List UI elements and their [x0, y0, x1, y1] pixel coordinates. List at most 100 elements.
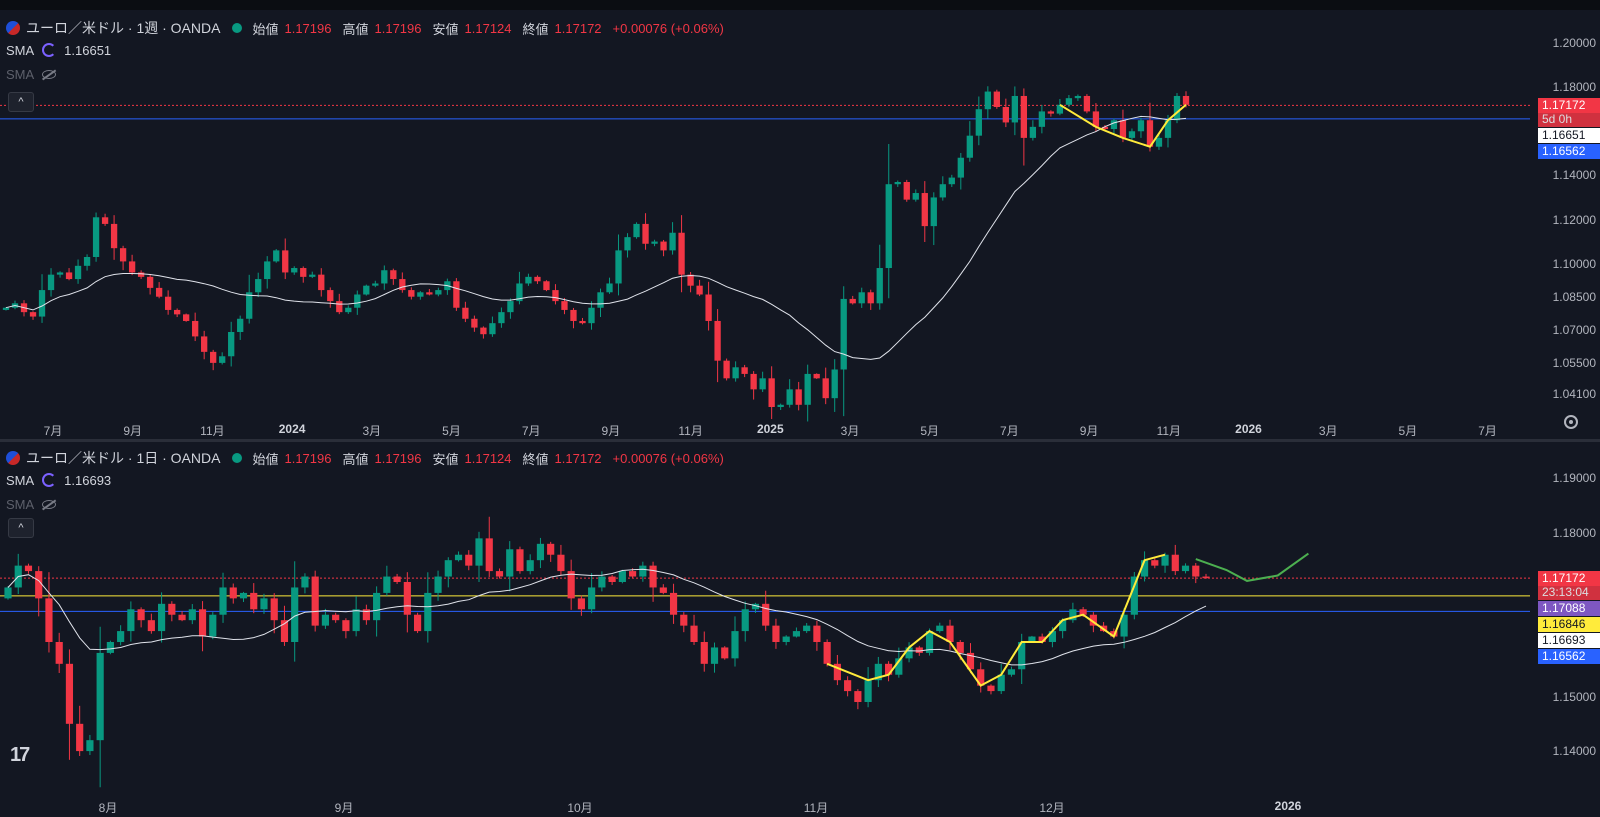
- weekly-change-value: +0.00076 (+0.06%): [612, 20, 724, 36]
- candle: [413, 612, 422, 634]
- daily-sma-indicator[interactable]: SMA 1.16693: [6, 468, 729, 492]
- candle: [1029, 120, 1037, 141]
- gear-icon[interactable]: [1564, 415, 1578, 429]
- candle: [321, 608, 330, 629]
- price-axis-label: 1.14000: [1552, 744, 1596, 759]
- candle: [137, 270, 145, 279]
- candle: [495, 568, 504, 579]
- market-status-dot-icon: [232, 453, 243, 463]
- candle: [300, 266, 307, 283]
- eye-hidden-icon[interactable]: [42, 69, 57, 79]
- candle: [158, 592, 166, 643]
- sma-value: 1.16651: [64, 42, 112, 58]
- candle: [390, 268, 397, 285]
- candle: [219, 572, 227, 623]
- daily-legend: ユーロ／米ドル · 1日 · OANDA 始値 1.17196 高値 1.17196…: [6, 448, 729, 516]
- candle: [690, 614, 698, 645]
- time-axis-label: 9月: [1079, 424, 1099, 438]
- candle: [579, 317, 586, 325]
- price-axis-label: 1.04100: [1552, 386, 1596, 401]
- candle: [273, 249, 280, 263]
- candle: [957, 152, 964, 190]
- candle: [192, 312, 199, 342]
- weekly-chart-canvas[interactable]: [0, 12, 1600, 439]
- candle: [615, 234, 622, 296]
- zigzag-drawing[interactable]: [826, 553, 1166, 687]
- time-axis-label: 5月: [442, 424, 461, 438]
- daily-low-label: 安値: [432, 451, 459, 467]
- candle: [831, 359, 838, 412]
- price-axis-label: 1.20000: [1552, 36, 1596, 51]
- sma-value: 1.16693: [64, 472, 112, 488]
- eye-hidden-icon[interactable]: [42, 499, 57, 509]
- zigzag-drawing[interactable]: [1059, 103, 1187, 148]
- candle: [885, 143, 892, 299]
- collapse-legend-button[interactable]: ^: [8, 92, 34, 112]
- sma-line[interactable]: [7, 568, 1207, 666]
- top-toolbar-strip: [0, 0, 1600, 10]
- candle: [894, 180, 901, 187]
- cycle-icon[interactable]: [42, 43, 57, 57]
- weekly-open-value: 1.17196: [284, 20, 332, 36]
- candle: [264, 256, 271, 289]
- forecast-path-drawing[interactable]: [1195, 552, 1309, 582]
- candle: [246, 274, 253, 324]
- weekly-chart-panel[interactable]: ユーロ／米ドル · 1週 · OANDA 始値 1.17196 高値 1.17196…: [0, 12, 1600, 439]
- daily-symbol-title[interactable]: ユーロ／米ドル · 1日 · OANDA: [26, 450, 221, 466]
- candle: [669, 583, 678, 624]
- cycle-icon[interactable]: [42, 473, 57, 487]
- candle: [239, 591, 248, 602]
- price-axis-label: 1.14000: [1552, 168, 1596, 183]
- sma-line[interactable]: [5, 115, 1187, 360]
- candle: [480, 326, 487, 339]
- candle: [76, 705, 84, 756]
- candle: [498, 307, 505, 328]
- candle: [198, 601, 207, 652]
- candle: [86, 734, 94, 756]
- weekly-low-label: 安値: [432, 21, 459, 37]
- candle: [403, 572, 411, 633]
- candle: [606, 277, 613, 294]
- candle: [291, 561, 299, 662]
- candle: [966, 643, 975, 674]
- candle: [543, 280, 550, 292]
- candle: [4, 586, 12, 600]
- collapse-legend-button[interactable]: ^: [8, 518, 34, 538]
- candle: [164, 290, 172, 315]
- candle: [700, 631, 708, 672]
- candle: [101, 213, 109, 226]
- candle: [536, 537, 545, 569]
- candle: [471, 315, 478, 332]
- candle: [110, 215, 118, 260]
- daily-sma-hidden-indicator[interactable]: SMA: [6, 492, 729, 516]
- weekly-close-label: 終値: [522, 21, 549, 37]
- candle: [1137, 117, 1145, 138]
- daily-chart-panel[interactable]: ユーロ／米ドル · 1日 · OANDA 始値 1.17196 高値 1.17196…: [0, 442, 1600, 817]
- candle: [219, 352, 226, 365]
- daily-chart-canvas[interactable]: [0, 442, 1600, 817]
- candle: [373, 586, 381, 637]
- time-axis-label: 5月: [1398, 424, 1418, 438]
- tradingview-logo[interactable]: 17: [10, 744, 30, 766]
- candle: [47, 268, 55, 297]
- time-axis-label: 7月: [43, 424, 63, 438]
- candle: [876, 244, 883, 310]
- candle: [489, 316, 496, 337]
- weekly-symbol-title[interactable]: ユーロ／米ドル · 1週 · OANDA: [26, 20, 221, 36]
- candle: [393, 573, 401, 584]
- candle: [282, 238, 289, 280]
- candle: [912, 189, 919, 202]
- weekly-sma-indicator[interactable]: SMA 1.16651: [6, 38, 729, 62]
- candle: [813, 620, 821, 651]
- candle: [228, 321, 235, 367]
- candle: [526, 554, 534, 575]
- candle: [854, 689, 862, 710]
- price-tag-countdown: 23:13:04: [1538, 585, 1600, 601]
- weekly-low-value: 1.17124: [464, 20, 512, 36]
- candle: [399, 272, 406, 293]
- weekly-legend: ユーロ／米ドル · 1週 · OANDA 始値 1.17196 高値 1.17196…: [6, 18, 729, 86]
- panel-divider[interactable]: [0, 439, 1600, 442]
- candle: [83, 254, 91, 271]
- weekly-sma-hidden-indicator[interactable]: SMA: [6, 62, 729, 86]
- candle: [1128, 128, 1136, 141]
